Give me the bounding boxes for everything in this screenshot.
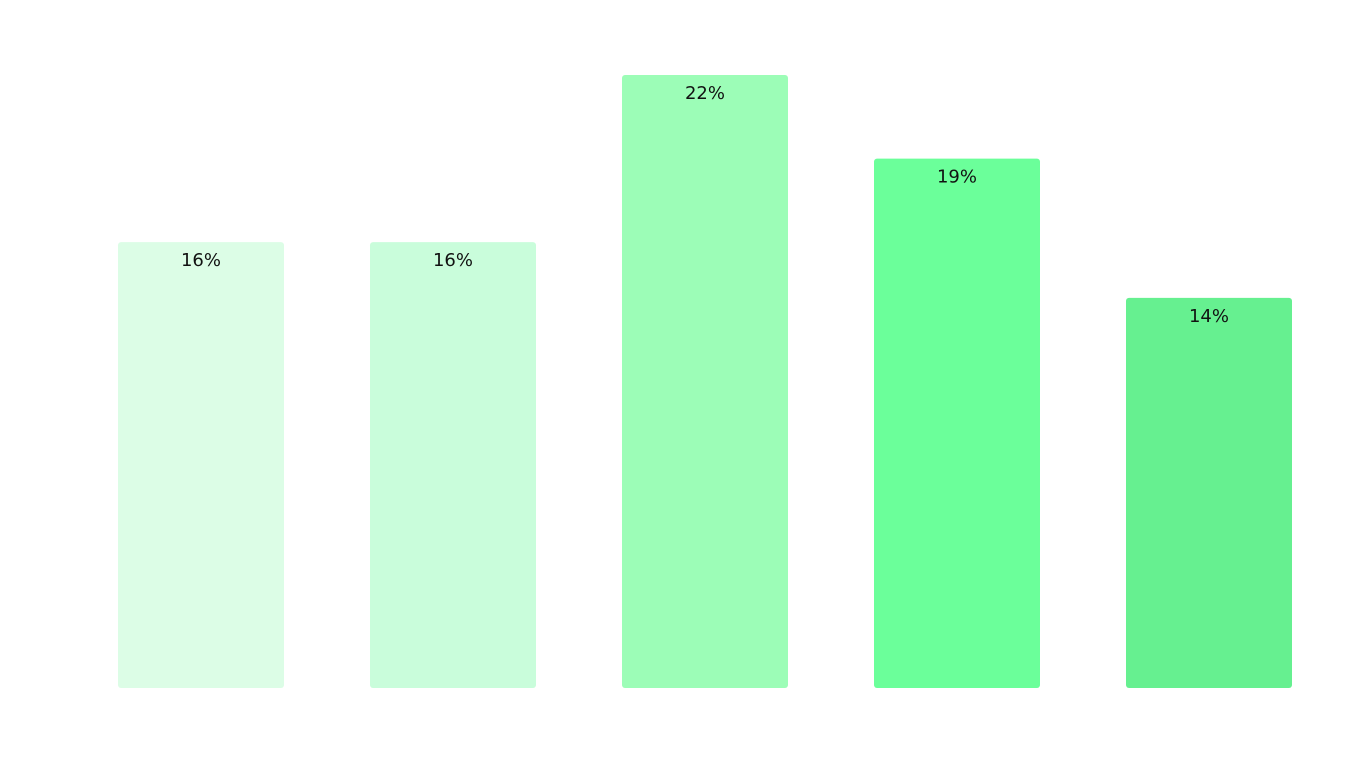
bar (370, 242, 536, 688)
data-label: 16% (433, 250, 473, 271)
bar (874, 158, 1040, 688)
bar (118, 242, 284, 688)
data-label: 19% (937, 167, 977, 188)
data-label: 14% (1189, 306, 1229, 327)
data-label: 22% (685, 83, 725, 104)
bar (622, 75, 788, 688)
data-label: 16% (181, 250, 221, 271)
bar (1126, 297, 1292, 688)
